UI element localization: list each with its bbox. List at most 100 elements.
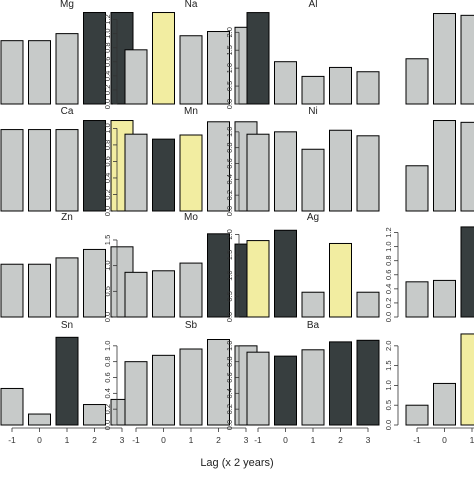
y-tick-label: 0.2	[103, 404, 112, 414]
y-tick-label: 1.0	[103, 28, 112, 38]
y-tick-label: 0.4	[225, 174, 234, 184]
bar	[55, 33, 79, 105]
y-tick-label: 0.8	[103, 356, 112, 366]
y-tick-label: 0.0	[225, 99, 234, 109]
panel-title: Zn	[61, 212, 73, 223]
bar	[433, 120, 456, 212]
y-tick-label: 2.0	[384, 341, 393, 351]
y-tick-label: 0.4	[384, 284, 393, 294]
bar	[460, 14, 474, 105]
y-tick-label: 0.6	[103, 372, 112, 382]
bar	[152, 270, 175, 318]
x-tick-label: 3	[120, 435, 125, 445]
bar	[152, 138, 175, 212]
x-tick-label: 3	[366, 435, 371, 445]
y-tick-label: 0.6	[225, 372, 234, 382]
y-tick-label: 0.0	[103, 99, 112, 109]
y-tick-label: 0.0	[103, 312, 112, 322]
bar	[301, 148, 325, 212]
bar	[124, 49, 148, 105]
bar	[356, 291, 380, 318]
bar	[207, 233, 230, 318]
bar	[179, 35, 203, 105]
bar	[405, 165, 429, 212]
bar	[329, 129, 352, 212]
y-tick-label: 0.0	[384, 312, 393, 322]
panel-title: Na	[185, 0, 198, 10]
bar	[124, 361, 148, 426]
y-tick-label: 1.5	[103, 235, 112, 245]
bar	[28, 129, 51, 212]
bar	[0, 387, 24, 426]
x-tick-label: -1	[8, 435, 16, 445]
bar	[179, 134, 203, 212]
y-tick-label: 0.2	[384, 298, 393, 308]
bar	[0, 263, 24, 318]
bar	[405, 404, 429, 426]
y-tick-label: 0.4	[103, 173, 112, 183]
y-tick-label: 1.0	[103, 123, 112, 133]
bar	[179, 262, 203, 318]
y-tick-label: 1.0	[103, 260, 112, 270]
y-tick-label: 0.5	[103, 286, 112, 296]
bar	[55, 129, 79, 212]
bar	[356, 135, 380, 212]
bar	[207, 31, 230, 105]
y-tick-label: 1.0	[384, 380, 393, 390]
bar	[152, 354, 175, 426]
y-tick-label: 0.6	[103, 57, 112, 67]
x-tick-label: 0	[161, 435, 166, 445]
panel-title: Mn	[184, 106, 198, 117]
bar	[274, 61, 297, 105]
bar	[433, 279, 456, 318]
x-tick-label: -1	[132, 435, 140, 445]
bar	[301, 75, 325, 105]
bar	[460, 226, 474, 318]
y-tick-label: 1.5	[225, 250, 234, 260]
y-tick-label: 1.0	[384, 241, 393, 251]
bar	[124, 133, 148, 212]
bar	[83, 404, 106, 426]
panel-title: Ca	[61, 106, 74, 117]
bar	[55, 257, 79, 318]
y-tick-label: 0.4	[103, 71, 112, 81]
panel-title: Ag	[307, 212, 319, 223]
bar	[83, 248, 106, 318]
panel-title: Al	[309, 0, 318, 10]
y-tick-label: 1.0	[225, 63, 234, 73]
y-tick-label: 0.2	[225, 190, 234, 200]
bar	[301, 291, 325, 318]
y-tick-label: 1.2	[384, 227, 393, 237]
x-tick-label: -1	[254, 435, 262, 445]
bar	[433, 382, 456, 426]
x-tick-label: -1	[413, 435, 421, 445]
x-tick-label: 3	[244, 435, 249, 445]
y-tick-label: 1.5	[384, 360, 393, 370]
x-tick-label: 2	[216, 435, 221, 445]
y-tick-label: 2.0	[225, 27, 234, 37]
bar	[405, 58, 429, 105]
y-tick-label: 0.0	[103, 420, 112, 430]
bar	[246, 351, 270, 426]
x-tick-label: 0	[37, 435, 42, 445]
bar	[433, 13, 456, 105]
bar	[28, 413, 51, 426]
y-tick-label: 0.8	[225, 356, 234, 366]
y-tick-label: 0.5	[225, 81, 234, 91]
bar	[460, 333, 474, 426]
x-tick-label: 1	[189, 435, 194, 445]
y-tick-label: 1.0	[103, 341, 112, 351]
y-tick-label: 0.8	[384, 255, 393, 265]
panel-title: Mo	[184, 212, 198, 223]
y-tick-label: 0.0	[103, 206, 112, 216]
y-tick-label: 1.5	[225, 45, 234, 55]
x-axis-label: Lag (x 2 years)	[200, 457, 273, 469]
bar	[28, 263, 51, 318]
y-tick-label: 0.2	[103, 85, 112, 95]
bar	[0, 40, 24, 105]
y-tick-label: 0.6	[225, 158, 234, 168]
y-tick-label: 0.2	[103, 189, 112, 199]
panel-title: Mg	[60, 0, 74, 10]
bar	[28, 40, 51, 105]
